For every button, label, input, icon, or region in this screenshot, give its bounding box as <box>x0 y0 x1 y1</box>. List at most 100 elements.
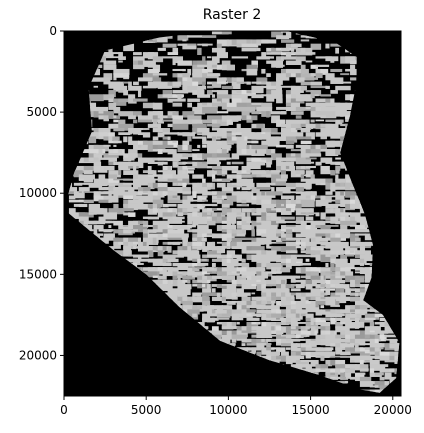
raster-pixel-block <box>207 73 221 77</box>
raster-pixel-block <box>340 292 346 300</box>
raster-pixel-block <box>108 153 124 156</box>
raster-pixel-block <box>207 161 221 165</box>
raster-pixel-block <box>345 322 356 329</box>
raster-pixel-block <box>177 203 194 210</box>
raster-pixel-block <box>389 338 398 344</box>
raster-pixel-block <box>374 381 387 388</box>
raster-pixel-block <box>147 111 164 119</box>
raster-pixel-block <box>310 296 317 301</box>
raster-pixel-block <box>187 165 198 169</box>
raster-pixel-block <box>345 288 351 296</box>
raster-pixel-block <box>335 102 348 110</box>
raster-pixel-block <box>88 153 97 161</box>
raster-pixel-block <box>137 115 148 122</box>
raster-pixel-block <box>330 233 339 241</box>
raster-pixel-block <box>369 305 375 311</box>
raster-pixel-block <box>300 64 306 73</box>
raster-pixel-block <box>73 182 83 186</box>
raster-pixel-block <box>290 258 297 264</box>
raster-pixel-block <box>137 191 153 195</box>
raster-pixel-block <box>152 128 165 133</box>
raster-pixel-block <box>211 326 219 332</box>
raster-pixel-block <box>197 94 211 98</box>
raster-pixel-block <box>300 73 315 81</box>
raster-pixel-block <box>167 35 173 39</box>
raster-pixel-block <box>108 140 118 144</box>
raster-pixel-block <box>211 330 219 338</box>
raster-pixel-block <box>261 225 278 232</box>
raster-pixel-block <box>305 132 315 140</box>
raster-pixel-block <box>364 254 370 260</box>
raster-pixel-block <box>211 81 222 88</box>
raster-pixel-block <box>285 237 302 240</box>
raster-pixel-block <box>93 225 104 230</box>
raster-pixel-block <box>350 313 357 321</box>
raster-pixel-block <box>103 64 117 70</box>
raster-pixel-block <box>359 347 375 354</box>
raster-pixel-block <box>103 178 108 183</box>
raster-pixel-block <box>369 347 379 355</box>
raster-pixel-block <box>285 241 300 247</box>
raster-pixel-block <box>300 140 312 145</box>
raster-pixel-block <box>246 351 256 354</box>
raster-pixel-block <box>399 377 414 382</box>
raster-pixel-block <box>300 241 310 249</box>
raster-pixel-block <box>310 85 328 89</box>
raster-pixel-block <box>192 220 199 226</box>
raster-pixel-block <box>108 182 116 187</box>
raster-pixel-block <box>364 241 371 245</box>
raster-pixel-block <box>187 267 195 272</box>
raster-pixel-block <box>369 322 375 327</box>
raster-pixel-block <box>133 199 144 207</box>
raster-pixel-block <box>231 246 244 249</box>
raster-pixel-block <box>167 178 174 183</box>
raster-pixel-block <box>281 39 295 43</box>
raster-pixel-block <box>345 317 354 321</box>
raster-pixel-block <box>266 94 275 102</box>
raster-pixel-block <box>207 284 211 292</box>
raster-pixel-block <box>281 212 290 215</box>
raster-pixel-block <box>197 267 207 270</box>
raster-pixel-block <box>374 372 384 376</box>
raster-pixel-block <box>137 229 146 233</box>
raster-pixel-block <box>281 174 288 179</box>
raster-pixel-block <box>123 178 139 181</box>
raster-pixel-block <box>394 343 399 350</box>
raster-pixel-block <box>108 178 120 184</box>
raster-pixel-block <box>172 47 179 54</box>
raster-pixel-block <box>246 149 256 155</box>
raster-pixel-block <box>103 128 111 133</box>
raster-pixel-block <box>305 322 319 329</box>
raster-pixel-block <box>271 31 283 38</box>
raster-pixel-block <box>290 47 295 52</box>
raster-pixel-block <box>295 338 306 341</box>
raster-pixel-block <box>202 229 212 234</box>
raster-pixel-block <box>231 132 248 136</box>
raster-pixel-block <box>172 73 178 78</box>
raster-pixel-block <box>330 237 341 243</box>
raster-pixel-block <box>152 191 158 199</box>
raster-pixel-block <box>310 178 317 181</box>
raster-pixel-block <box>241 309 255 316</box>
raster-pixel-block <box>266 343 271 348</box>
raster-pixel-block <box>123 250 132 257</box>
raster-pixel-block <box>118 52 123 59</box>
raster-pixel-block <box>290 153 296 157</box>
raster-pixel-block <box>276 161 284 168</box>
raster-pixel-block <box>162 90 173 97</box>
raster-pixel-block <box>335 119 343 125</box>
raster-pixel-block <box>300 220 307 229</box>
raster-pixel-block <box>241 212 246 218</box>
raster-pixel-block <box>271 313 284 319</box>
raster-pixel-block <box>295 191 303 194</box>
raster-pixel-block <box>226 300 236 305</box>
x-tick-label: 0 <box>60 403 68 417</box>
raster-pixel-block <box>192 149 200 152</box>
raster-pixel-block <box>325 296 336 303</box>
raster-pixel-block <box>266 157 273 165</box>
raster-pixel-block <box>157 191 167 197</box>
raster-pixel-block <box>335 229 351 234</box>
raster-pixel-block <box>276 187 291 194</box>
raster-pixel-block <box>152 208 160 213</box>
raster-pixel-block <box>345 233 353 238</box>
